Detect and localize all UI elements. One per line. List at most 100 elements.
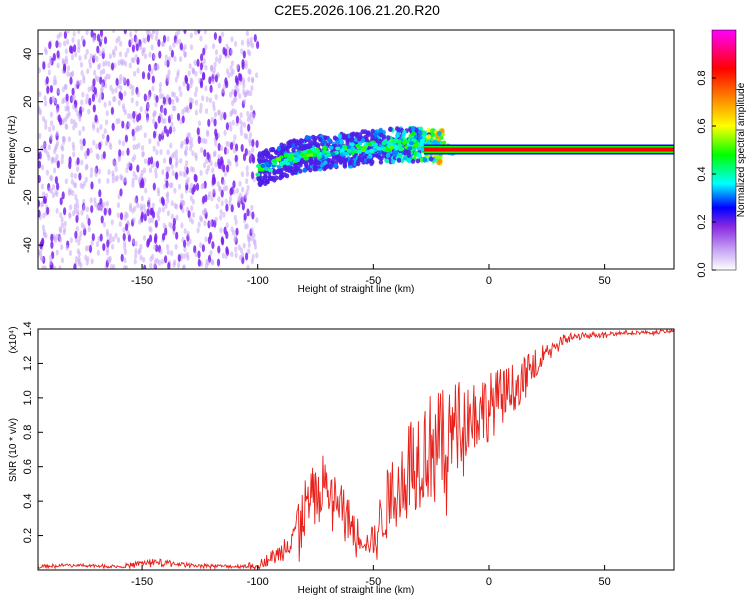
noise-speckle xyxy=(232,147,237,154)
ridge-core xyxy=(349,142,355,147)
noise-speckle xyxy=(217,82,221,89)
noise-speckle xyxy=(134,252,138,259)
noise-speckle xyxy=(182,253,186,260)
noise-speckle xyxy=(44,124,48,130)
noise-speckle xyxy=(245,252,249,261)
ridge-blob xyxy=(357,155,362,161)
noise-speckle xyxy=(244,63,248,70)
noise-speckle xyxy=(171,105,175,112)
noise-speckle xyxy=(176,72,180,79)
noise-speckle xyxy=(98,189,102,198)
noise-speckle xyxy=(119,40,123,47)
ridge-blob xyxy=(414,128,419,133)
noise-speckle xyxy=(72,103,76,110)
noise-speckle xyxy=(123,264,127,269)
noise-speckle xyxy=(117,118,121,124)
noise-speckle xyxy=(172,126,176,133)
noise-speckle xyxy=(129,113,133,120)
noise-speckle xyxy=(58,234,62,240)
noise-speckle xyxy=(55,191,59,197)
colorbar-tick-label: 0.4 xyxy=(696,166,708,181)
ridge-blob xyxy=(328,158,333,164)
noise-speckle xyxy=(152,64,157,71)
noise-speckle xyxy=(109,144,113,151)
noise-speckle xyxy=(182,80,186,87)
noise-speckle xyxy=(131,85,135,91)
noise-speckle xyxy=(184,74,188,83)
noise-speckle xyxy=(155,149,159,156)
noise-speckle xyxy=(241,252,245,259)
noise-speckle xyxy=(216,258,221,267)
noise-speckle xyxy=(172,91,176,98)
noise-speckle xyxy=(251,42,255,49)
ridge-blob xyxy=(268,154,274,160)
noise-speckle xyxy=(247,242,251,248)
noise-speckle xyxy=(150,33,154,40)
noise-speckle xyxy=(178,38,182,45)
noise-speckle xyxy=(54,176,59,185)
noise-speckle xyxy=(183,246,187,253)
noise-speckle xyxy=(73,263,77,269)
noise-speckle xyxy=(78,260,82,267)
noise-speckle xyxy=(107,169,111,175)
noise-speckle xyxy=(147,72,151,81)
noise-speckle xyxy=(45,169,50,176)
ridge-blob xyxy=(267,175,273,181)
noise-speckle xyxy=(38,249,41,255)
ridge-blob xyxy=(378,138,383,144)
noise-speckle xyxy=(102,201,106,208)
noise-speckle xyxy=(88,97,92,106)
noise-speckle xyxy=(85,93,89,100)
noise-speckle xyxy=(202,71,206,80)
ridge-core xyxy=(432,139,438,144)
noise-speckle xyxy=(228,195,233,202)
noise-speckle xyxy=(56,87,60,94)
noise-speckle xyxy=(164,54,168,61)
noise-speckle xyxy=(213,61,217,68)
noise-speckle xyxy=(78,130,82,136)
noise-speckle xyxy=(240,48,244,55)
noise-speckle xyxy=(40,239,44,248)
noise-speckle xyxy=(99,233,103,242)
noise-speckle xyxy=(87,86,91,93)
noise-speckle xyxy=(166,249,170,256)
noise-speckle xyxy=(127,121,131,128)
ridge-blob xyxy=(390,159,396,165)
noise-speckle xyxy=(143,213,147,222)
noise-speckle xyxy=(156,63,160,70)
noise-speckle xyxy=(192,211,196,218)
noise-speckle xyxy=(177,183,182,190)
noise-speckle xyxy=(217,245,221,254)
noise-speckle xyxy=(223,185,227,192)
noise-speckle xyxy=(147,196,151,203)
noise-speckle xyxy=(166,210,171,217)
ridge-core xyxy=(398,147,404,152)
noise-speckle xyxy=(127,234,131,243)
noise-speckle xyxy=(221,87,225,94)
noise-speckle xyxy=(125,167,129,174)
snr-y-tick-label: 0.6 xyxy=(22,459,34,474)
ridge-blob xyxy=(270,147,276,152)
ridge-blob xyxy=(298,143,304,149)
noise-speckle xyxy=(188,238,192,245)
noise-speckle xyxy=(231,68,235,75)
noise-speckle xyxy=(170,163,174,170)
noise-speckle xyxy=(164,227,168,236)
figure-title: C2E5.2026.106.21.20.R20 xyxy=(274,2,440,18)
noise-speckle xyxy=(146,208,150,217)
noise-speckle xyxy=(45,76,49,85)
noise-speckle xyxy=(168,126,173,135)
noise-speckle xyxy=(127,113,131,119)
noise-speckle xyxy=(55,107,60,114)
noise-speckle xyxy=(194,155,198,161)
ridge-blob xyxy=(388,126,393,132)
noise-speckle xyxy=(104,60,108,67)
noise-speckle xyxy=(212,187,216,194)
spectrogram-panel: -150 -100 -50 0 50 -40 -20 0 20 40 Height of stra… xyxy=(7,29,675,295)
noise-speckle xyxy=(197,258,201,267)
noise-speckle xyxy=(245,170,249,177)
ridge-blob xyxy=(349,132,354,138)
noise-speckle xyxy=(38,133,42,139)
noise-speckle xyxy=(201,244,205,253)
